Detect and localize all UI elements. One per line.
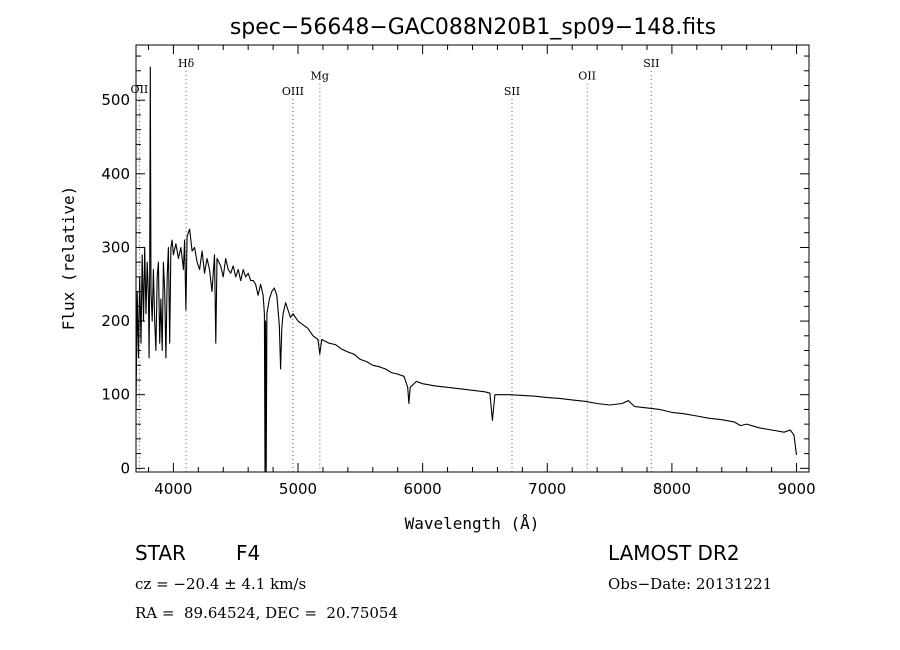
line-marker-label: SII <box>504 85 520 98</box>
line-marker-label: OII <box>578 70 596 83</box>
spectrum-line-0 <box>135 66 798 473</box>
y-tick-label: 200 <box>101 312 130 330</box>
x-tick-label: 8000 <box>653 480 691 498</box>
observation-date: Obs−Date: 20131221 <box>608 575 773 593</box>
object-class: STAR <box>135 541 186 565</box>
x-tick-label: 6000 <box>404 480 442 498</box>
x-tick-label: 4000 <box>154 480 192 498</box>
y-axis-ticks: 0 100 200 300 400 500 <box>101 55 809 477</box>
line-marker-label: Mg <box>311 70 329 83</box>
line-marker-label: OII <box>131 83 149 96</box>
y-tick-label: 300 <box>101 238 130 256</box>
spectrum-layer <box>135 66 798 473</box>
line-marker-label: OIII <box>282 85 304 98</box>
sky-coordinates: RA = 89.64524, DEC = 20.75054 <box>135 604 399 622</box>
y-tick-label: 100 <box>101 386 130 404</box>
spectral-subclass: F4 <box>236 541 261 565</box>
x-axis-ticks: 4000 5000 6000 7000 8000 9000 <box>147 45 816 498</box>
chart-title: spec−56648−GAC088N20B1_sp09−148.fits <box>230 15 716 40</box>
line-marker-layer: OII Hδ OIII Mg SII OII SII <box>131 57 659 472</box>
x-tick-label: 5000 <box>279 480 317 498</box>
y-tick-label: 500 <box>101 91 130 109</box>
plot-frame <box>135 44 810 473</box>
y-axis-label: Flux (relative) <box>59 186 78 331</box>
survey-name: LAMOST DR2 <box>608 541 740 565</box>
line-marker-label: Hδ <box>178 57 195 70</box>
x-axis-label: Wavelength (Å) <box>405 514 540 533</box>
x-tick-label: 9000 <box>777 480 815 498</box>
y-tick-label: 0 <box>120 459 130 477</box>
line-marker-label: SII <box>643 57 659 70</box>
x-tick-label: 7000 <box>528 480 566 498</box>
redshift-value: cz = −20.4 ± 4.1 km/s <box>135 575 307 593</box>
y-tick-label: 400 <box>101 165 130 183</box>
